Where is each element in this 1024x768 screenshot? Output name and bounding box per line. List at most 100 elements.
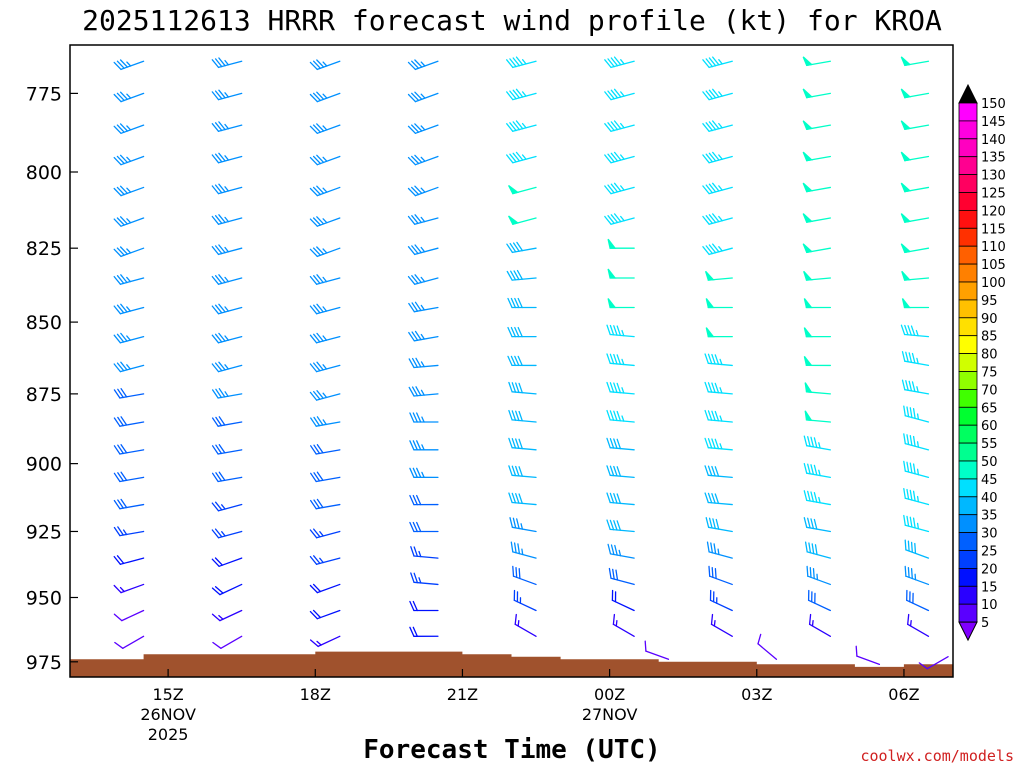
wind-barb-2-13 xyxy=(310,444,341,455)
wind-barb-3-4 xyxy=(407,185,439,197)
colorbar-box-80 xyxy=(958,353,978,372)
wind-barb-4-16 xyxy=(509,517,537,533)
wind-barb-5-6 xyxy=(607,238,635,249)
y-tick-label-875: 875 xyxy=(26,384,62,406)
wind-barb-6-14 xyxy=(704,465,733,478)
wind-barb-1-6 xyxy=(211,244,243,256)
wind-barb-1-10 xyxy=(211,361,243,373)
y-tick-label-925: 925 xyxy=(26,521,62,543)
wind-barb-3-9 xyxy=(408,330,439,342)
surface-barb-3 xyxy=(918,656,949,670)
colorbar-label-15: 15 xyxy=(981,580,998,595)
wind-barb-7-8 xyxy=(803,298,832,309)
wind-barb-7-19 xyxy=(807,589,832,612)
wind-barb-1-14 xyxy=(211,471,243,483)
wind-barb-0-9 xyxy=(113,332,145,344)
colorbar-label-10: 10 xyxy=(981,598,998,613)
wind-barb-2-15 xyxy=(310,498,341,510)
wind-barb-2-9 xyxy=(309,332,341,344)
wind-barb-8-14 xyxy=(903,460,930,478)
wind-barb-6-5 xyxy=(702,213,733,225)
colorbar-label-110: 110 xyxy=(981,240,1006,255)
wind-barb-4-20 xyxy=(514,613,537,637)
wind-barb-0-17 xyxy=(113,555,145,565)
chart-title: 2025112613 HRRR forecast wind profile (k… xyxy=(82,4,942,37)
wind-barb-3-16 xyxy=(409,521,439,533)
colorbar-box-40 xyxy=(958,496,978,516)
wind-barb-3-3 xyxy=(407,154,439,166)
colorbar-box-10 xyxy=(958,603,978,623)
wind-barb-6-1 xyxy=(702,88,733,101)
colorbar-box-85 xyxy=(958,335,978,355)
wind-barb-7-18 xyxy=(806,565,832,586)
wind-barb-5-0 xyxy=(604,56,635,69)
wind-barb-5-14 xyxy=(606,465,635,478)
surface-barb-2 xyxy=(855,645,881,665)
colorbar-box-135 xyxy=(958,156,978,175)
colorbar-label-30: 30 xyxy=(981,527,998,542)
wind-barb-4-18 xyxy=(512,565,537,586)
wind-barb-0-10 xyxy=(113,361,145,373)
wind-barb-7-7 xyxy=(803,270,832,281)
colorbar-label-140: 140 xyxy=(981,133,1006,148)
wind-barb-4-7 xyxy=(506,269,537,281)
wind-barb-4-2 xyxy=(506,120,537,132)
wind-barb-5-18 xyxy=(608,567,635,586)
wind-barb-5-2 xyxy=(604,120,635,132)
wind-barb-2-20 xyxy=(309,635,341,648)
wind-barb-7-9 xyxy=(803,327,832,338)
wind-barb-6-11 xyxy=(704,381,733,395)
colorbar-box-150 xyxy=(958,102,978,122)
colorbar-label-145: 145 xyxy=(981,115,1006,130)
y-tick-label-775: 775 xyxy=(26,83,62,105)
wind-barb-6-18 xyxy=(708,565,733,586)
wind-barb-3-12 xyxy=(409,412,439,423)
colorbar-box-120 xyxy=(958,209,978,229)
wind-barb-1-9 xyxy=(211,332,243,344)
watermark: coolwx.com/models xyxy=(860,747,1014,765)
wind-barb-0-14 xyxy=(113,471,145,483)
wind-barb-1-19 xyxy=(211,609,243,622)
colorbar-box-60 xyxy=(958,424,978,444)
wind-barb-0-8 xyxy=(113,303,145,315)
wind-barb-4-1 xyxy=(506,88,537,101)
x-tick-label-00Z: 00Z xyxy=(594,685,625,704)
wind-barb-3-0 xyxy=(407,59,439,71)
colorbar-box-115 xyxy=(958,227,978,247)
colorbar-bottom-arrow xyxy=(958,621,978,642)
wind-barb-5-13 xyxy=(606,437,635,451)
x-tick-label-06Z: 06Z xyxy=(888,685,919,704)
wind-barb-5-8 xyxy=(607,298,635,309)
wind-barb-4-8 xyxy=(507,297,537,309)
wind-barb-6-16 xyxy=(705,517,733,533)
colorbar-box-50 xyxy=(958,460,978,480)
wind-barb-2-2 xyxy=(309,123,341,134)
wind-barb-8-17 xyxy=(904,539,930,559)
wind-barb-1-3 xyxy=(211,152,243,164)
wind-barb-0-13 xyxy=(113,444,145,455)
wind-barb-8-13 xyxy=(903,433,930,451)
colorbar-label-5: 5 xyxy=(981,616,989,631)
wind-barb-3-18 xyxy=(410,572,439,586)
colorbar-box-145 xyxy=(958,120,978,140)
wind-barb-3-19 xyxy=(409,600,439,612)
wind-barb-7-0 xyxy=(802,56,832,67)
wind-barb-6-2 xyxy=(702,120,733,132)
wind-barb-5-19 xyxy=(611,589,635,612)
wind-barb-6-12 xyxy=(704,409,733,423)
wind-barb-8-11 xyxy=(901,379,930,395)
plot-area xyxy=(69,44,954,678)
wind-barb-5-15 xyxy=(606,492,635,506)
wind-barb-4-19 xyxy=(513,589,537,612)
colorbar-label-50: 50 xyxy=(981,455,998,470)
wind-barb-4-4 xyxy=(508,184,537,195)
wind-barb-3-11 xyxy=(408,386,439,397)
wind-barb-0-2 xyxy=(113,123,145,134)
wind-barb-2-8 xyxy=(309,303,341,315)
wind-barb-6-13 xyxy=(704,437,733,451)
wind-barb-4-17 xyxy=(510,541,537,559)
wind-barb-6-4 xyxy=(702,182,733,195)
wind-barb-2-5 xyxy=(309,216,341,227)
wind-barb-4-3 xyxy=(506,151,537,164)
x-tick-label-21Z: 21Z xyxy=(447,685,478,704)
